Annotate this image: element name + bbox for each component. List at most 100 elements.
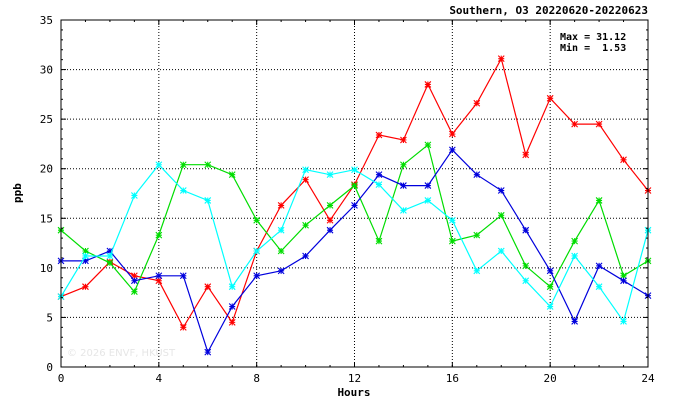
data-point [351, 166, 358, 174]
data-point [473, 267, 481, 275]
data-point [277, 226, 285, 234]
data-point [571, 237, 579, 245]
data-point [620, 272, 627, 280]
x-tick-label: 20 [544, 372, 557, 385]
data-point [302, 166, 309, 174]
data-point [522, 262, 530, 270]
data-point [155, 231, 163, 239]
y-axis-label: ppb [11, 183, 24, 203]
data-point [130, 277, 138, 285]
data-point [424, 182, 432, 189]
data-point [400, 206, 407, 214]
x-tick-label: 24 [641, 372, 655, 385]
data-point [522, 226, 530, 234]
data-point [497, 55, 505, 63]
data-point [82, 252, 89, 260]
axis-ticks: 0 4 8 12 16 20 24 0 5 10 15 20 25 30 35 [40, 14, 655, 385]
data-point [400, 136, 407, 144]
data-point [595, 283, 603, 291]
series-1 [57, 55, 652, 331]
data-point [546, 303, 554, 310]
x-tick-label: 8 [253, 372, 260, 385]
y-tick-label: 5 [46, 311, 53, 324]
data-point [326, 216, 334, 224]
x-tick-label: 16 [446, 372, 459, 385]
data-point [326, 226, 334, 234]
y-tick-label: 35 [40, 14, 53, 27]
data-point [106, 247, 114, 255]
data-point [204, 283, 212, 291]
data-point [82, 247, 89, 255]
data-point [228, 303, 236, 310]
data-point [375, 181, 383, 188]
y-tick-label: 10 [40, 262, 53, 275]
data-point [400, 182, 407, 189]
data-point [302, 221, 309, 229]
data-point [155, 272, 163, 280]
data-point [595, 197, 603, 204]
data-point [82, 283, 89, 291]
data-point [253, 216, 261, 224]
data-point [473, 99, 481, 107]
data-point [546, 283, 554, 291]
data-point [204, 161, 212, 169]
data-point [473, 231, 481, 239]
data-point [130, 272, 138, 280]
data-point [351, 202, 358, 209]
y-tick-label: 25 [40, 113, 53, 126]
data-point [375, 171, 383, 179]
data-point [546, 267, 554, 275]
x-tick-label: 12 [348, 372, 361, 385]
data-point [82, 257, 89, 265]
data-point [228, 171, 236, 179]
min-value-label: Min = 1.53 [560, 42, 626, 54]
data-point [595, 120, 603, 128]
data-point [302, 176, 309, 184]
data-point [620, 277, 627, 285]
data-point [155, 277, 163, 285]
data-point [448, 237, 456, 245]
data-point [130, 192, 138, 199]
data-point [277, 202, 285, 209]
data-point [351, 182, 358, 189]
data-point [448, 146, 456, 154]
data-point [130, 288, 138, 296]
data-point [571, 318, 579, 325]
grid [61, 20, 648, 367]
data-point [571, 252, 579, 260]
data-point [595, 262, 603, 270]
data-point [620, 318, 627, 325]
data-point [179, 187, 187, 194]
data-point [106, 252, 114, 260]
y-tick-label: 20 [40, 163, 53, 176]
max-value-label: Max = 31.12 [560, 32, 626, 43]
data-point [522, 277, 530, 285]
x-axis-label: Hours [337, 386, 370, 399]
data-point [497, 211, 505, 219]
data-point [448, 130, 456, 138]
data-point [204, 348, 212, 356]
data-point [106, 259, 114, 267]
data-point [326, 202, 334, 209]
data-point [546, 94, 554, 102]
data-point [253, 272, 261, 280]
data-point [473, 171, 481, 179]
data-point [497, 187, 505, 194]
data-point [277, 247, 285, 255]
watermark: © 2026 ENVF, HKUST [67, 348, 176, 359]
data-point [424, 81, 432, 88]
series-2 [57, 141, 652, 296]
series-group [57, 55, 652, 356]
data-point [277, 267, 285, 275]
chart-title: Southern, O3 20220620-20220623 [449, 4, 648, 17]
y-tick-label: 15 [40, 212, 53, 225]
data-point [424, 197, 432, 204]
y-tick-label: 0 [46, 361, 53, 374]
data-point [228, 283, 236, 291]
data-point [204, 197, 212, 204]
data-point [620, 156, 627, 164]
data-point [571, 120, 579, 128]
data-point [448, 216, 456, 224]
data-point [424, 141, 432, 149]
